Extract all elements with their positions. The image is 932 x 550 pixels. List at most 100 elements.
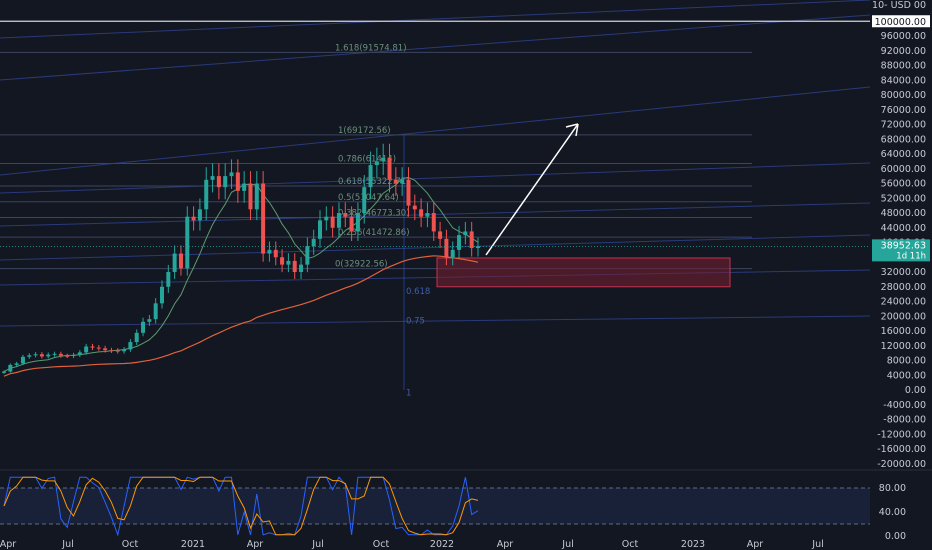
support-zone-box (436, 257, 731, 288)
projection-arrow[interactable] (485, 123, 579, 256)
ma-long-line (3, 255, 479, 377)
y-tick-label: 20000.00 (881, 311, 926, 322)
fib-level-label: 1(69172.56) (338, 126, 391, 136)
fib-sub-label: 0.75 (406, 317, 425, 327)
candle-body (431, 213, 436, 232)
y-tick-label: 60000.00 (881, 164, 926, 175)
candle-body (90, 346, 95, 348)
fib-sub-label: 0.618 (406, 287, 430, 297)
x-tick-label: Jul (61, 539, 73, 550)
channel-line (0, 162, 871, 194)
candle-body (438, 231, 443, 239)
candle-body (286, 260, 291, 265)
candle-body (242, 183, 247, 191)
candle-body (355, 213, 360, 232)
x-tick-label: Apr (747, 539, 764, 550)
fib-retracement: 1.618(91574.81) 1(69172.56) 0.786(61414) 0.… (0, 43, 752, 399)
y-tick-label: 32000.00 (881, 267, 926, 278)
candle-body (46, 354, 51, 357)
candle-body (134, 332, 139, 343)
candle-body (299, 264, 304, 272)
candle-body (160, 286, 164, 304)
fib-level-label: 0.786(61414) (338, 155, 396, 165)
current-price-label: 38952.63 (881, 240, 926, 251)
candle-body (261, 183, 266, 254)
y-tick-label: 72000.00 (881, 120, 926, 131)
x-tick-label: Apr (497, 539, 514, 550)
current-price-countdown: 1d 11h (896, 251, 926, 261)
ma-short-line (3, 176, 479, 373)
x-tick-label: Oct (373, 539, 390, 550)
candle-body (463, 231, 468, 236)
y-tick-label: 12000.00 (881, 341, 926, 352)
candle-body (166, 272, 171, 287)
moving-averages (3, 176, 479, 377)
candle-body (267, 249, 272, 254)
candle-body (229, 172, 234, 177)
candle-body (96, 347, 101, 349)
highlight-level-badge (872, 15, 930, 28)
y-tick-label: -16000.00 (877, 444, 926, 455)
fib-level-label: 0.382(46773.30) (338, 209, 410, 219)
candle-body (153, 303, 158, 320)
candle-body (52, 353, 57, 355)
candle-body (141, 321, 146, 333)
fib-level-label: 0.236(41472.86) (338, 228, 410, 238)
y-tick-label: 44000.00 (881, 223, 926, 234)
x-tick-label: Oct (122, 539, 139, 550)
candle-body (349, 216, 354, 232)
y-tick-label: 4000.00 (887, 370, 926, 381)
y-tick-label: 28000.00 (881, 282, 926, 293)
fib-level-label: 0.5(51047.64) (338, 193, 399, 203)
osc-tick-label: 80.00 (879, 483, 906, 494)
candle-body (305, 246, 310, 265)
y-tick-label: 64000.00 (881, 149, 926, 160)
diagonal-channel-lines (0, 0, 871, 327)
candle-body (311, 238, 316, 247)
candle-body (280, 257, 285, 265)
stoch-oscillator (0, 469, 932, 537)
y-tick-label: -12000.00 (877, 429, 926, 440)
candle-body (84, 346, 89, 353)
y-tick-label: 8000.00 (887, 356, 926, 367)
y-tick-label: 96000.00 (881, 31, 926, 42)
candle-body (2, 371, 6, 373)
y-tick-label: 92000.00 (881, 46, 926, 57)
candle-body (115, 350, 120, 352)
projection-arrow-head (565, 123, 579, 137)
y-tick-label: 0.00 (905, 385, 926, 396)
candle-body (103, 348, 108, 351)
fib-level-label: 0(32922.56) (335, 260, 388, 270)
fib-sub-label: 1 (406, 389, 411, 399)
x-tick-label: Jul (811, 539, 823, 550)
candle-body (172, 253, 177, 272)
y-tick-label: 24000.00 (881, 297, 926, 308)
x-tick-label: Oct (622, 539, 639, 550)
channel-line (0, 234, 871, 261)
candle-body (425, 213, 430, 217)
candle-body (210, 176, 215, 180)
highlight-level-label: 100000.00 (875, 17, 926, 28)
currency-label: 10- USD 00 (872, 0, 926, 11)
candle-body (71, 354, 76, 357)
current-price-badge (872, 239, 930, 262)
candle-body (248, 183, 253, 210)
candle-body (27, 355, 32, 357)
channel-line (0, 0, 871, 39)
time-axis[interactable]: Apr Jul Oct 2021 Apr Jul Oct 2022 Apr Jul Oct 2023 A… (0, 539, 824, 550)
projection-arrow-line (485, 123, 579, 256)
candle-body (362, 187, 367, 213)
candle-body (147, 319, 152, 322)
candle-body (254, 183, 259, 210)
osc-tick-label: 40.00 (879, 507, 906, 518)
candle-body (128, 342, 133, 350)
candle-body (58, 353, 63, 356)
price-axis[interactable]: 96000.00 92000.00 88000.00 84000.00 80000.00… (0, 15, 930, 542)
y-tick-label: 52000.00 (881, 193, 926, 204)
candle-body (406, 179, 411, 206)
candle-body (185, 216, 190, 269)
candle-body (204, 179, 209, 210)
y-tick-label: 48000.00 (881, 208, 926, 219)
channel-line (0, 86, 871, 176)
